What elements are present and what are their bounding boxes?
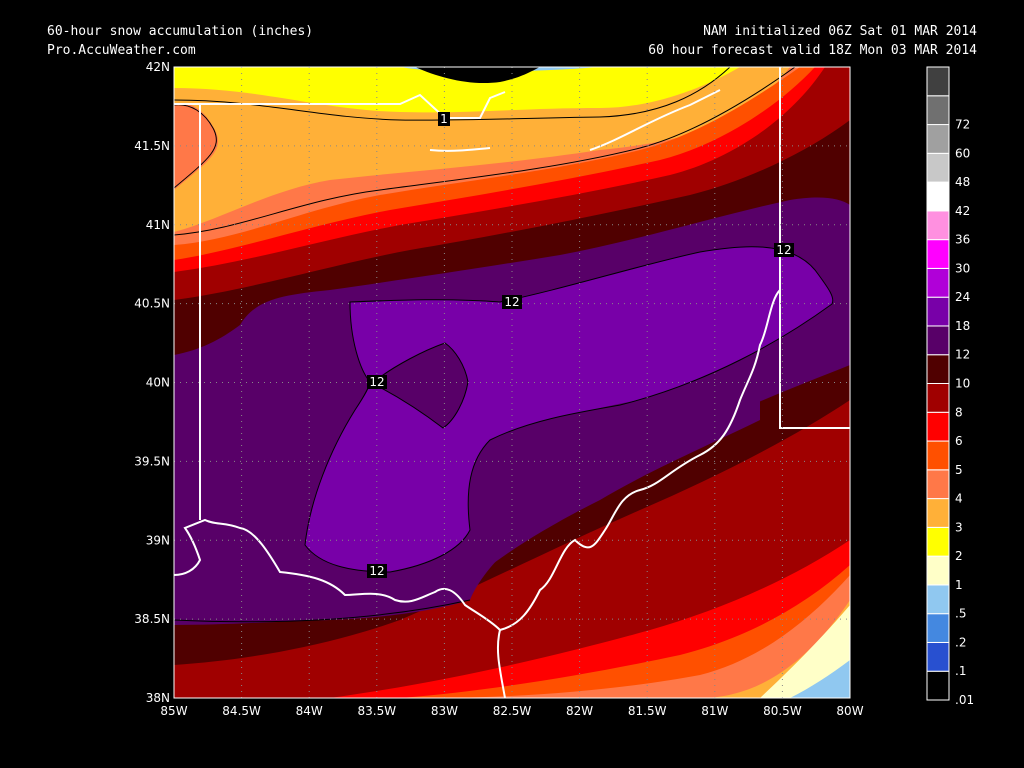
colorbar-label: 1 [955, 578, 963, 592]
band-dark-east [477, 380, 760, 570]
colorbar-label: 2 [955, 549, 963, 563]
colorbar-label: .01 [955, 693, 974, 707]
lat-tick-label: 38N [146, 691, 170, 705]
colorbar-swatch [926, 440, 950, 471]
header-left: 60-hour snow accumulation (inches) Pro.A… [47, 22, 313, 60]
colorbar-swatch [926, 555, 950, 586]
svg-text:12: 12 [369, 375, 384, 389]
colorbar-label: 4 [955, 492, 963, 506]
band-black-north [415, 67, 540, 84]
svg-text:12: 12 [504, 295, 519, 309]
lat-tick-label: 40.5N [134, 297, 170, 311]
colorbar-label: 48 [955, 175, 970, 189]
snow-field [174, 67, 850, 698]
band-purple-inner-dark [372, 343, 468, 428]
model-init-label: NAM initialized 06Z Sat 01 MAR 2014 [703, 24, 977, 39]
source-label: Pro.AccuWeather.com [47, 43, 196, 58]
colorbar-label: 8 [955, 405, 963, 419]
colorbar-swatch [926, 124, 950, 154]
colorbar-label: 60 [955, 146, 970, 160]
colorbar-swatch [926, 498, 950, 528]
colorbar-label: 18 [955, 319, 970, 333]
colorbar-swatch [926, 584, 950, 615]
colorbar-label: 36 [955, 233, 970, 247]
colorbar-swatch [926, 641, 950, 672]
latitude-tick-labels: 42N 41.5N 41N 40.5N 40N 39.5N 39N 38.5N 38N [134, 60, 170, 705]
svg-text:12: 12 [369, 564, 384, 578]
colorbar-swatch [926, 95, 950, 126]
colorbar-swatch [926, 469, 950, 500]
colorbar-label: .1 [955, 664, 966, 678]
colorbar-label: 30 [955, 261, 970, 275]
contour-label-1: 1 [438, 112, 450, 126]
lon-tick-label: 82.5W [493, 704, 532, 718]
contour-label-12: 12 [367, 564, 387, 578]
lat-tick-label: 40N [146, 376, 170, 390]
lat-tick-label: 41N [146, 218, 170, 232]
colorbar-label: 12 [955, 348, 970, 362]
colorbar-swatch [926, 383, 950, 413]
lon-tick-label: 81.5W [628, 704, 667, 718]
map-frame [173, 66, 851, 699]
lon-tick-label: 81W [701, 704, 728, 718]
colorbar-label: 5 [955, 463, 963, 477]
colorbar-swatch [926, 613, 950, 643]
colorbar-swatch [926, 66, 950, 97]
colorbar-label: .2 [955, 635, 966, 649]
lon-tick-label: 80W [836, 704, 863, 718]
contour-lines [174, 67, 834, 623]
colorbar-swatch [926, 296, 950, 327]
longitude-tick-labels: 85W 84.5W 84W 83.5W 83W 82.5W 82W 81.5W 81W 80.5W… [160, 704, 863, 718]
colorbar-swatch [926, 526, 950, 557]
colorbar-label: 24 [955, 290, 970, 304]
colorbar-label: 3 [955, 520, 963, 534]
lat-tick-label: 39.5N [134, 454, 170, 468]
colorbar-swatch [926, 152, 950, 183]
colorbar-label: 10 [955, 377, 970, 391]
colorbar-swatch [926, 267, 950, 298]
lat-tick-label: 39N [146, 533, 170, 547]
header-right: NAM initialized 06Z Sat 01 MAR 2014 60 h… [648, 22, 977, 60]
colorbar-swatch [926, 210, 950, 241]
colorbar-swatch [926, 670, 950, 701]
colorbar-swatch [926, 181, 950, 212]
lon-tick-label: 82W [566, 704, 593, 718]
lat-tick-label: 41.5N [134, 139, 170, 153]
colorbar-swatch [926, 354, 950, 384]
lon-tick-label: 85W [160, 704, 187, 718]
colorbar-label: 42 [955, 204, 970, 218]
svg-text:1: 1 [440, 112, 448, 126]
lon-tick-label: 84W [296, 704, 323, 718]
contour-label-12: 12 [502, 295, 522, 309]
colorbar-swatch [926, 325, 950, 356]
lat-tick-label: 42N [146, 60, 170, 74]
lon-tick-label: 83W [431, 704, 458, 718]
map-title: 60-hour snow accumulation (inches) [47, 24, 314, 39]
lon-tick-label: 83.5W [358, 704, 397, 718]
colorbar-swatch [926, 411, 950, 442]
band-se-blue [790, 660, 850, 698]
lon-tick-label: 84.5W [222, 704, 261, 718]
band-se-light [760, 605, 850, 698]
colorbar-label: 72 [955, 118, 970, 132]
valid-time-label: 60 hour forecast valid 18Z Mon 03 MAR 20… [648, 43, 977, 58]
colorbar-swatch [926, 239, 950, 269]
lat-tick-label: 38.5N [134, 612, 170, 626]
band-purple [305, 246, 833, 572]
contour-label-12: 12 [774, 243, 794, 257]
svg-text:12: 12 [776, 243, 791, 257]
contour-labels: 1 12 12 12 12 [367, 112, 794, 578]
colorbar-label: 6 [955, 434, 963, 448]
lon-tick-label: 80.5W [763, 704, 802, 718]
contour-label-12: 12 [367, 375, 387, 389]
colorbar-label: .5 [955, 607, 966, 621]
